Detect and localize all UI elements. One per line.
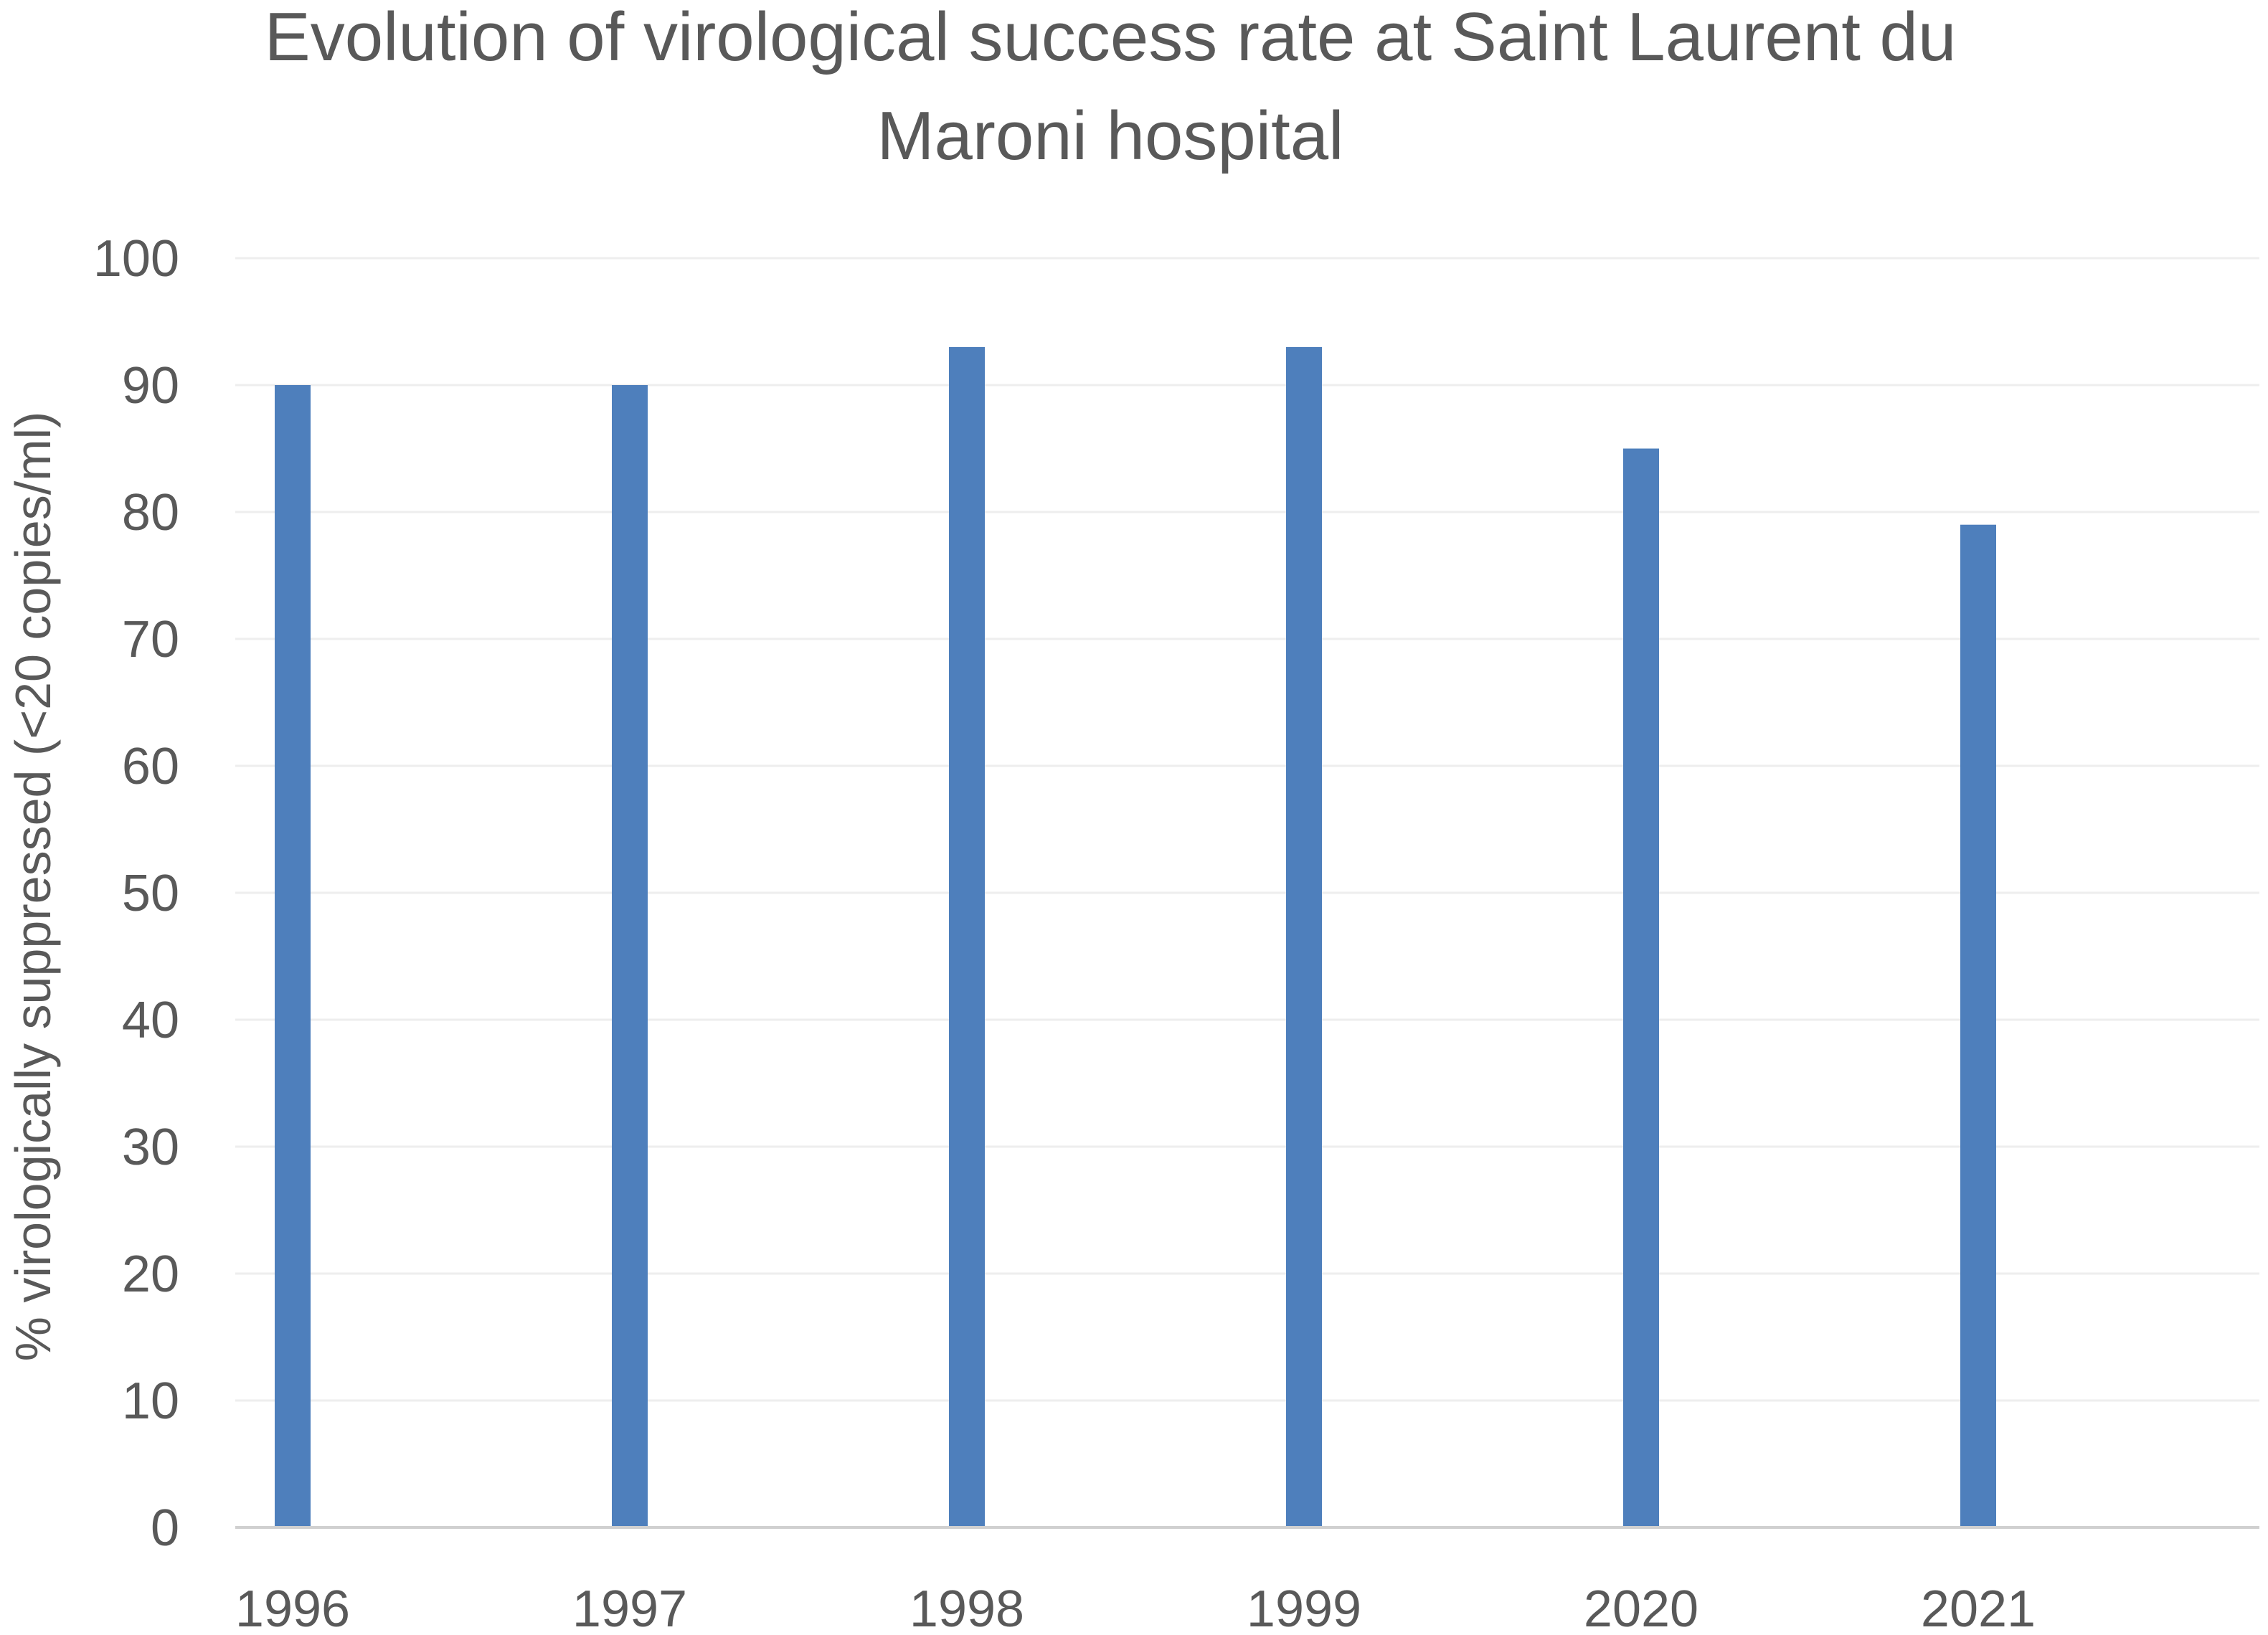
bar-2021 [1960,524,1996,1528]
gridlines [235,257,2259,1402]
bar-1997 [612,385,648,1527]
y-tick-label-0: 0 [151,1499,179,1557]
y-tick-label-20: 20 [122,1246,179,1303]
x-tick-label-1996: 1996 [235,1580,350,1635]
bars [275,346,1996,1528]
bar-1998 [949,346,985,1527]
x-tick-label-2021: 2021 [1921,1580,2036,1635]
chart-title: Evolution of virological success rate at… [265,0,1957,174]
y-tick-label-50: 50 [122,865,179,922]
chart-title-line-1: Evolution of virological success rate at… [265,0,1957,75]
y-tick-label-100: 100 [93,230,179,288]
x-tick-label-2020: 2020 [1584,1580,1698,1635]
bar-1999 [1286,346,1322,1527]
chart-title-line-2: Maroni hospital [877,98,1344,174]
y-tick-label-80: 80 [122,484,179,541]
y-tick-label-10: 10 [122,1373,179,1430]
y-tick-label-60: 60 [122,738,179,795]
y-axis-label: % virologically suppressed (<20 copies/m… [5,412,61,1362]
bar-1996 [275,385,311,1527]
bar-2020 [1623,448,1659,1527]
x-tick-label-1999: 1999 [1247,1580,1361,1635]
y-tick-labels: 0 10 20 30 40 50 60 70 80 90 100 [93,230,179,1557]
y-tick-label-30: 30 [122,1119,179,1176]
x-tick-labels: 1996 1997 1998 1999 2020 2021 [235,1580,2036,1635]
x-tick-label-1997: 1997 [572,1580,687,1635]
y-tick-label-70: 70 [122,611,179,668]
x-tick-label-1998: 1998 [909,1580,1024,1635]
y-tick-label-90: 90 [122,357,179,414]
y-tick-label-40: 40 [122,992,179,1049]
